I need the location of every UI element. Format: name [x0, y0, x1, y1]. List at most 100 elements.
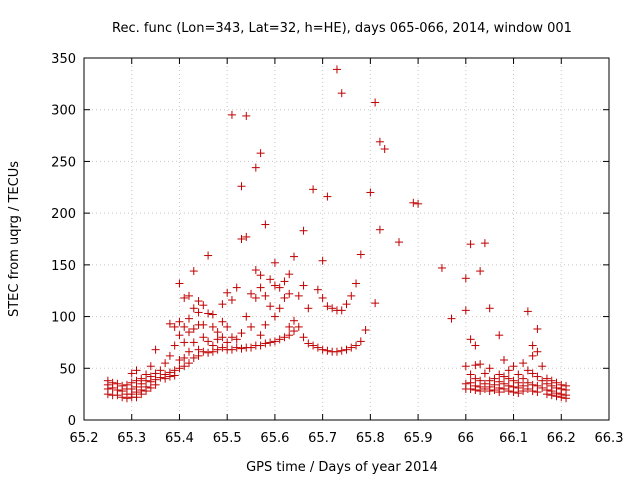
data-point — [375, 225, 384, 234]
data-point — [146, 383, 155, 392]
data-point — [270, 337, 279, 346]
plot-frame — [83, 57, 610, 421]
data-point — [519, 359, 528, 368]
data-point — [165, 351, 174, 360]
data-point — [476, 387, 485, 396]
data-point — [471, 374, 480, 383]
x-tick-label: 65.2 — [70, 431, 99, 446]
data-point — [504, 387, 513, 396]
data-point — [509, 362, 518, 371]
data-point — [557, 393, 566, 402]
data-point — [523, 384, 532, 393]
data-point — [232, 343, 241, 352]
data-point — [270, 258, 279, 267]
data-point — [371, 299, 380, 308]
data-point — [380, 145, 389, 154]
data-point — [275, 283, 284, 292]
data-point — [323, 302, 332, 311]
data-point — [194, 297, 203, 306]
data-point — [256, 331, 265, 340]
data-point — [533, 324, 542, 333]
data-point — [237, 344, 246, 353]
data-point — [466, 240, 475, 249]
data-point — [189, 353, 198, 362]
data-point — [437, 263, 446, 272]
data-point — [552, 392, 561, 401]
data-point — [500, 372, 508, 381]
x-tick-label: 65.5 — [213, 431, 242, 446]
data-point — [199, 347, 208, 356]
data-point — [256, 283, 265, 292]
data-point — [261, 339, 270, 348]
data-point — [290, 327, 298, 336]
data-point — [175, 356, 184, 365]
data-point — [476, 267, 485, 276]
data-point — [313, 343, 322, 352]
data-point — [533, 347, 542, 356]
data-point — [170, 322, 179, 331]
data-point — [261, 220, 270, 229]
data-point — [495, 370, 504, 379]
data-point — [208, 322, 217, 331]
grid-lines — [84, 58, 609, 420]
data-point — [204, 251, 213, 260]
data-point — [347, 291, 356, 300]
data-point — [208, 347, 217, 356]
data-point — [562, 394, 571, 403]
data-point — [509, 388, 518, 397]
data-point — [461, 274, 470, 283]
data-point — [495, 388, 504, 397]
data-point — [270, 281, 279, 290]
data-point — [108, 383, 117, 392]
data-point — [232, 283, 241, 292]
data-point — [237, 329, 246, 338]
x-tick-label: 65.4 — [165, 431, 194, 446]
data-point — [332, 65, 341, 74]
data-point — [471, 341, 480, 350]
data-point — [180, 322, 189, 331]
data-point — [366, 188, 375, 197]
data-point — [227, 333, 236, 342]
data-point — [538, 362, 547, 371]
data-point — [533, 372, 542, 381]
data-point — [461, 306, 470, 315]
y-tick-label: 0 — [68, 414, 76, 429]
data-point — [251, 293, 260, 302]
y-tick-label: 300 — [51, 104, 76, 119]
data-point — [204, 348, 213, 357]
data-point — [175, 364, 184, 373]
data-point — [490, 386, 499, 395]
data-point — [519, 387, 528, 396]
data-point — [261, 320, 270, 329]
data-point — [285, 322, 294, 331]
data-point — [304, 304, 313, 313]
data-point — [118, 393, 127, 402]
data-point — [528, 369, 537, 378]
data-point — [337, 89, 346, 98]
data-point — [204, 309, 213, 318]
data-point — [189, 324, 198, 333]
data-point — [313, 285, 322, 294]
data-point — [247, 322, 256, 331]
data-point — [247, 289, 256, 298]
data-point — [256, 149, 265, 158]
data-point — [213, 335, 222, 344]
data-point — [361, 326, 370, 335]
data-point — [270, 312, 279, 321]
data-point — [242, 232, 251, 241]
data-point — [352, 279, 361, 288]
data-point — [132, 366, 141, 375]
data-point — [218, 333, 227, 342]
data-point — [538, 383, 547, 392]
x-tick-label: 66 — [458, 431, 475, 446]
data-point — [180, 338, 189, 347]
y-tick-label: 200 — [51, 207, 76, 222]
data-point — [237, 182, 246, 191]
data-point — [523, 366, 532, 375]
data-point — [199, 320, 208, 329]
data-point — [247, 343, 256, 352]
data-point — [275, 304, 284, 313]
data-point — [332, 347, 341, 356]
data-point — [480, 239, 489, 248]
